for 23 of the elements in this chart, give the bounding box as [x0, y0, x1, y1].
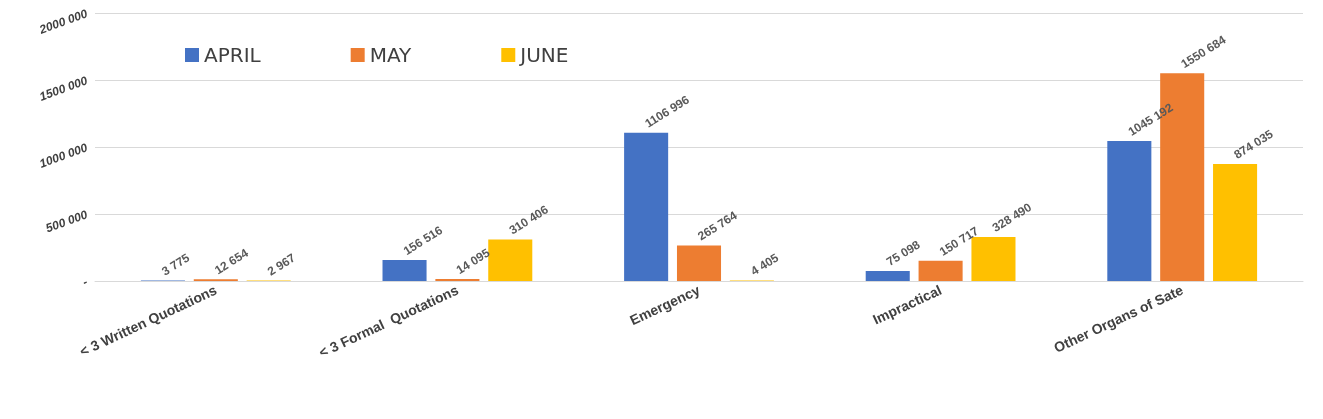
- legend-label: MAY: [369, 43, 413, 67]
- data-label: 150 717: [936, 223, 982, 259]
- data-label: 14 095: [453, 245, 493, 278]
- data-label: 1106 996: [642, 92, 692, 131]
- y-tick-label: 2000 000: [36, 6, 90, 38]
- data-label: 874 035: [1231, 126, 1276, 162]
- data-label: 1550 684: [1178, 32, 1229, 72]
- y-tick-label: 1500 000: [37, 73, 90, 104]
- data-label: 310 406: [506, 202, 552, 238]
- y-tick-label: 1000 000: [37, 140, 90, 171]
- data-label: 12 654: [212, 245, 251, 278]
- data-label: 156 516: [400, 222, 446, 258]
- data-label: 75 098: [884, 237, 923, 269]
- data-label: 1045 192: [1125, 100, 1176, 139]
- data-label: 328 490: [989, 199, 1035, 235]
- data-label: 265 764: [695, 208, 740, 244]
- legend-label: JUNE: [518, 43, 569, 67]
- y-tick-label: -: [80, 274, 90, 289]
- data-label: 4 405: [748, 250, 782, 279]
- y-tick-label: 500 000: [43, 207, 90, 236]
- legend-label: APRIL: [204, 43, 262, 67]
- data-label: 2 967: [264, 250, 299, 279]
- data-label: 3 775: [159, 250, 193, 279]
